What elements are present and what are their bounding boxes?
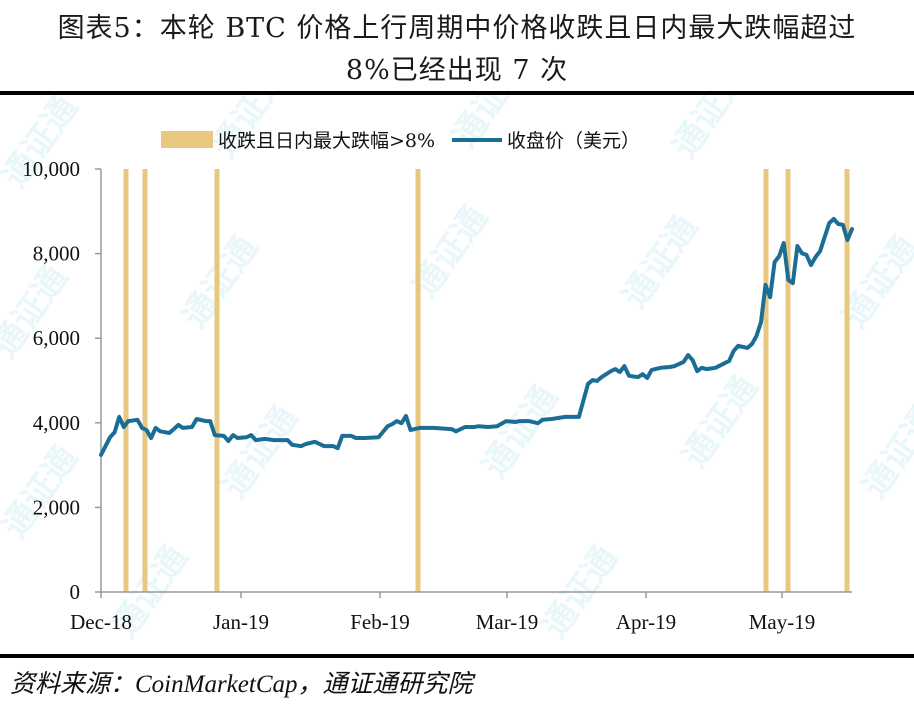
source-note: 资料来源：CoinMarketCap，通证通研究院	[10, 671, 473, 698]
watermark-layer: 通证通 通证通 通证通 通证通通证通 通证通 通证通 通证通 通证通通证通 通证通 通证通 通证通通…	[0, 95, 914, 645]
x-tick-label: Jan-19	[213, 610, 269, 634]
x-tick-label: Feb-19	[350, 610, 410, 634]
chart-title-line1: 图表5：本轮 BTC 价格上行周期中价格收跌且日内最大跌幅超过	[57, 13, 857, 44]
x-axis-ticks: Dec-18 Jan-19 Feb-19 Mar-19 Apr-19 May-19	[70, 592, 815, 634]
watermark-text: 通证通	[175, 229, 266, 335]
price-line	[99, 216, 854, 457]
axes	[100, 169, 852, 593]
legend-bar-label: 收跌且日内最大跌幅>8%	[218, 130, 435, 152]
watermark-text: 通证通	[675, 369, 766, 475]
y-tick-label: 2,000	[33, 495, 80, 519]
watermark-text: 通证通	[855, 399, 914, 505]
x-tick-label: Dec-18	[70, 610, 132, 634]
y-tick-label: 0	[70, 580, 81, 604]
drop-bar	[415, 169, 421, 592]
x-tick-label: Mar-19	[476, 610, 539, 634]
y-tick-label: 4,000	[33, 411, 80, 435]
watermark-text: 通证通	[475, 379, 566, 485]
drop-bars	[123, 169, 850, 592]
drop-bar	[123, 169, 129, 592]
bottom-divider	[0, 654, 914, 658]
x-tick-label: May-19	[749, 610, 816, 634]
y-tick-label: 6,000	[33, 326, 80, 350]
drop-bar	[844, 169, 850, 592]
watermark-text: 通证通	[615, 209, 706, 315]
drop-bar	[214, 169, 220, 592]
y-tick-label: 8,000	[33, 242, 80, 266]
legend: 收跌且日内最大跌幅>8% 收盘价（美元）	[161, 130, 640, 152]
legend-line-label: 收盘价（美元）	[507, 130, 640, 152]
top-divider	[0, 91, 914, 95]
watermark-text: 通证通	[665, 95, 756, 165]
drop-bar	[142, 169, 148, 592]
x-tick-label: Apr-19	[616, 610, 676, 634]
drop-bar	[763, 169, 769, 592]
chart-area: 通证通 通证通 通证通 通证通通证通 通证通 通证通 通证通 通证通通证通 通证通 通证通 通证通通…	[0, 95, 914, 645]
drop-bar	[785, 169, 791, 592]
watermark-text: 通证通	[0, 439, 86, 545]
y-axis-ticks: 0 2,000 4,000 6,000 8,000 10,000	[22, 157, 101, 604]
watermark-text: 通证通	[215, 399, 306, 505]
y-tick-label: 10,000	[22, 157, 80, 181]
legend-bar-swatch	[161, 131, 213, 148]
chart-title-line2: 8%已经出现 7 次	[345, 55, 569, 86]
